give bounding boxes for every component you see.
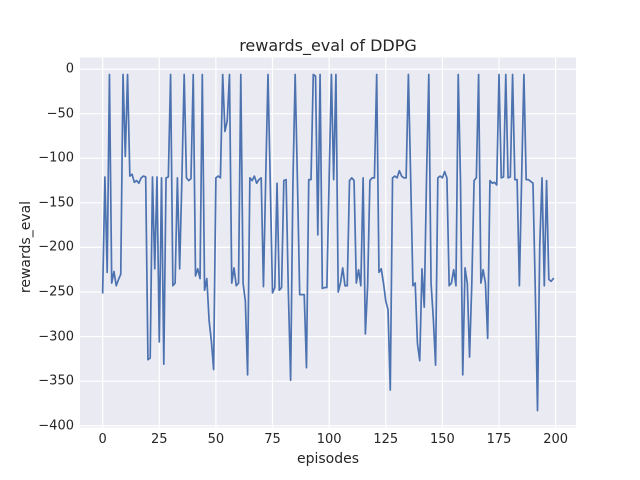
x-axis-label: episodes <box>296 451 360 467</box>
y-tick-label: 0 <box>65 61 74 77</box>
x-tick-label: 25 <box>150 432 168 447</box>
x-tick-label: 50 <box>207 432 225 447</box>
y-tick-label: −50 <box>46 106 74 122</box>
y-tick-label: −300 <box>38 329 74 345</box>
x-tick-label: 200 <box>543 432 569 447</box>
x-tick-label: 0 <box>98 432 107 447</box>
y-tick-label: −250 <box>38 284 74 300</box>
chart-title: rewards_eval of DDPG <box>239 36 417 55</box>
y-tick-label: −350 <box>38 373 74 389</box>
y-tick-label: −200 <box>38 239 74 255</box>
x-tick-label: 75 <box>264 432 281 447</box>
rewards-line <box>101 73 555 412</box>
y-tick-label: −150 <box>38 195 74 211</box>
x-tick-label: 175 <box>486 432 512 447</box>
y-tick-label: −100 <box>38 150 74 166</box>
x-tick-label: 125 <box>373 432 399 447</box>
x-tick-label: 150 <box>429 432 455 447</box>
x-tick-label: 100 <box>316 432 342 447</box>
y-tick-label: −400 <box>38 418 74 434</box>
